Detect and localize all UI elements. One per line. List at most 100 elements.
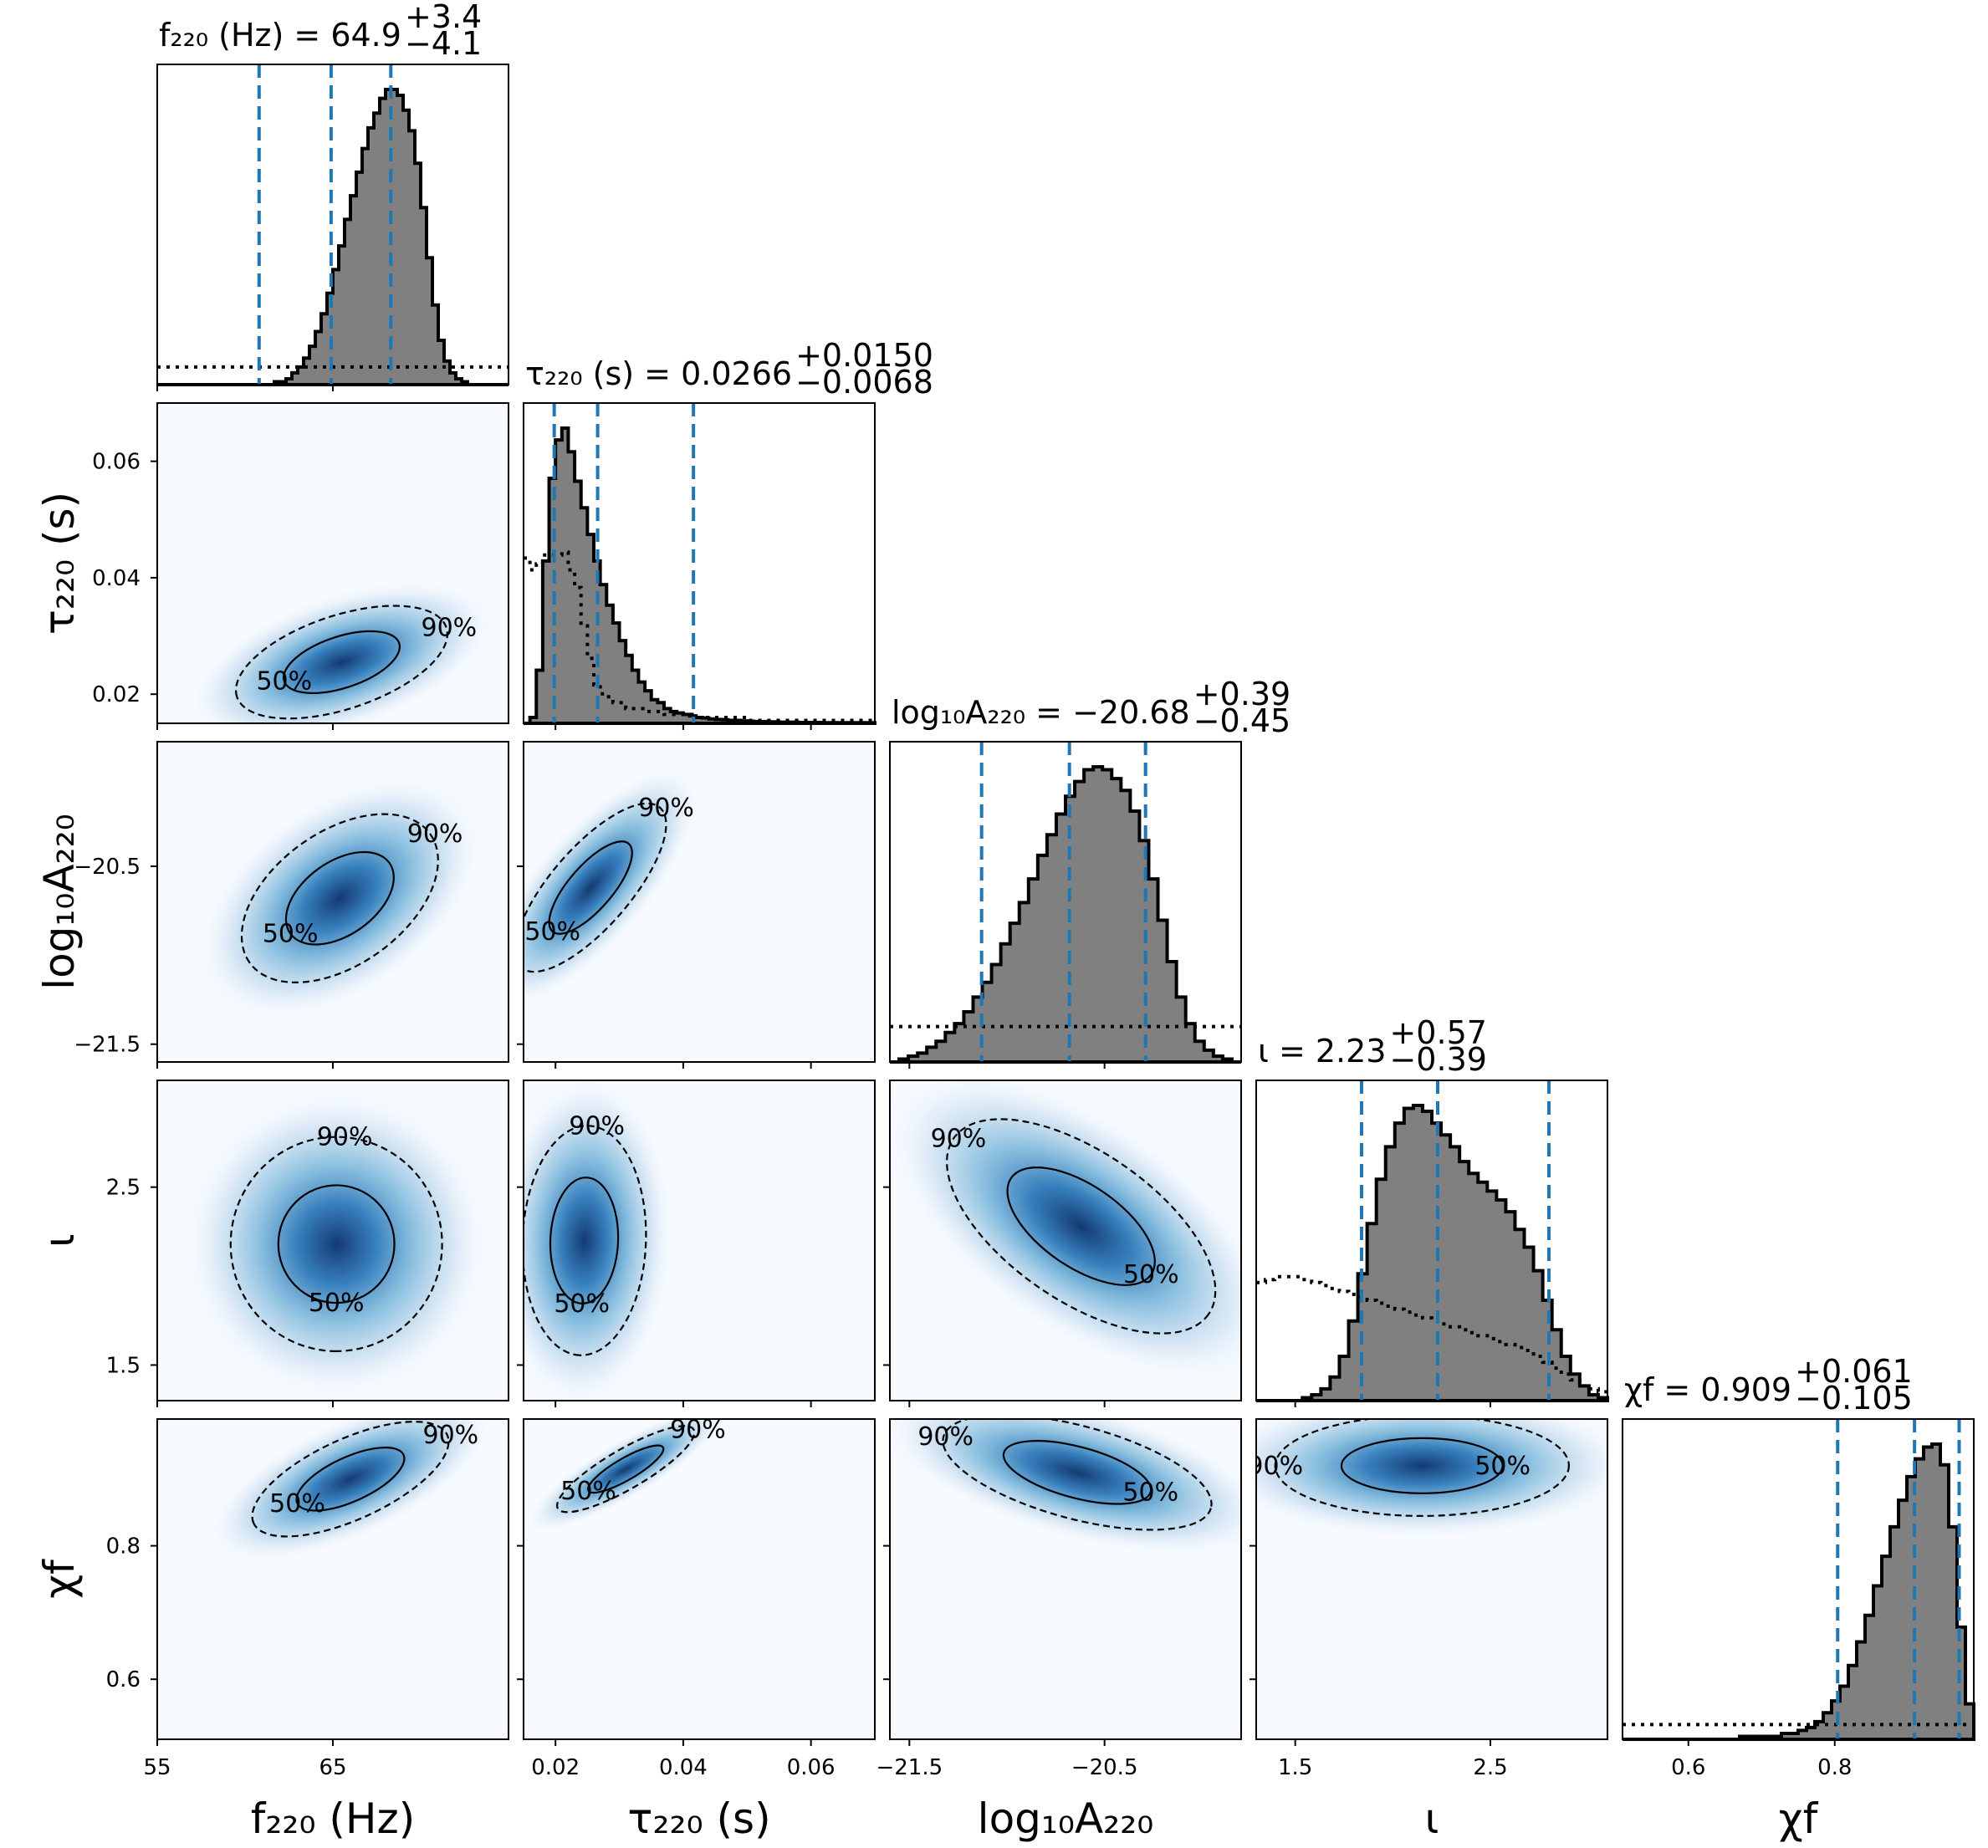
contours-1-0: 50% 90%	[234, 605, 477, 720]
panel-title-plus-4: +0.061	[1795, 1353, 1913, 1390]
x-axis-title-4: χf	[1779, 1794, 1819, 1843]
panel-frame-2-2	[889, 741, 1242, 1063]
contour-label-50: 50%	[554, 1289, 610, 1319]
panel-title-minus-3: −0.39	[1389, 1041, 1486, 1078]
x-tick-label-1-0: 0.02	[531, 1755, 580, 1780]
posterior-histogram-tau220-s-	[524, 426, 876, 725]
panel-frame-3-1	[523, 1080, 876, 1401]
density-layer	[157, 403, 1607, 1739]
density-4-2	[890, 1419, 1241, 1558]
posterior-histogram-chi-f	[1623, 1442, 1975, 1741]
density-panel-4-3	[1256, 1419, 1607, 1739]
panel-frame-3-3	[1255, 1080, 1608, 1401]
y-axis-title-2: log₁₀A₂₂₀	[35, 814, 84, 990]
density-panel-1-0	[157, 403, 508, 723]
contour-50	[1006, 1166, 1156, 1286]
x-tick-label-1-2: 0.06	[787, 1755, 836, 1780]
contours-4-0: 50% 90%	[251, 1421, 478, 1538]
contour-label-90: 90%	[421, 613, 477, 642]
y-tick-label-4-0: 0.6	[106, 1667, 141, 1692]
prior-line-tau220-s-	[524, 550, 875, 722]
contour-90	[555, 1425, 696, 1514]
contour-label-90: 90%	[569, 1111, 625, 1141]
x-axis-title-2: log₁₀A₂₂₀	[978, 1794, 1154, 1843]
y-axis-title-1: τ₂₂₀ (s)	[35, 492, 84, 635]
contours-4-3: 50% 90%	[1247, 1419, 1571, 1517]
contour-50	[587, 1444, 665, 1494]
contour-50	[295, 1447, 406, 1512]
contour-label-90: 90%	[317, 1123, 373, 1152]
contour-90	[1274, 1419, 1571, 1517]
contours-2-1: 50% 90%	[524, 794, 694, 973]
posterior-histogram-f220-hz-	[157, 88, 508, 386]
y-axis-title-4: χf	[35, 1559, 84, 1599]
y-tick-label-2-1: −20.5	[74, 855, 141, 880]
contour-label-50: 50%	[263, 920, 319, 949]
density-panel-3-0	[157, 1080, 508, 1401]
histogram-layer	[157, 64, 1975, 1741]
contour-label-90: 90%	[407, 819, 463, 849]
y-tick-label-1-0: 0.02	[92, 682, 141, 707]
contour-90	[229, 1136, 443, 1352]
panel-title-4: χf = 0.909	[1624, 1371, 1791, 1408]
contour-90	[524, 802, 667, 973]
x-tick-label-0-0: 55	[143, 1755, 171, 1780]
x-axis-title-3: ι	[1425, 1794, 1439, 1843]
panel-frame-4-3	[1255, 1418, 1608, 1740]
panel-title-minus-2: −0.45	[1193, 702, 1290, 739]
text-layer: 55 65 0.02 0.04 0.06 −21.5 −20.5 1.5 2.5 0.6 0.8 0.…	[35, 0, 1913, 1843]
density-3-2	[890, 1080, 1241, 1386]
y-tick-label-2-0: −21.5	[74, 1033, 141, 1058]
contours-3-2: 50% 90%	[931, 1118, 1217, 1335]
panel-frame-4-1	[523, 1418, 876, 1740]
x-tick-label-3-0: 1.5	[1278, 1755, 1312, 1780]
panel-title-plus-0: +3.4	[405, 0, 482, 35]
y-tick-label-4-1: 0.8	[106, 1534, 141, 1560]
contour-label-50: 50%	[1122, 1478, 1178, 1507]
density-panel-3-1	[524, 1080, 875, 1401]
y-tick-label-3-1: 2.5	[106, 1176, 141, 1201]
contour-label-90: 90%	[670, 1416, 726, 1445]
y-tick-label-1-1: 0.04	[92, 566, 141, 591]
density-panel-3-2	[890, 1080, 1241, 1401]
contour-50	[549, 1177, 620, 1304]
contours-2-0: 50% 90%	[240, 813, 463, 983]
posterior-histogram-log10-a220	[890, 765, 1241, 1064]
contour-label-50: 50%	[269, 1489, 325, 1519]
contour-50	[277, 1184, 396, 1304]
y-tick-label-3-0: 1.5	[106, 1353, 141, 1378]
contour-label-90: 90%	[422, 1421, 478, 1450]
contour-label-50: 50%	[524, 917, 580, 947]
contour-label-90: 90%	[931, 1124, 987, 1153]
density-4-3	[1256, 1419, 1607, 1541]
frame-layer	[151, 64, 1975, 1746]
contour-90	[942, 1419, 1213, 1531]
density-2-0	[193, 773, 487, 1024]
x-tick-label-1-1: 0.04	[659, 1755, 708, 1780]
panel-title-2: log₁₀A₂₂₀ = −20.68	[892, 694, 1190, 731]
contour-label-90: 90%	[638, 794, 694, 823]
contour-50	[1340, 1437, 1504, 1494]
density-panel-2-0	[157, 742, 508, 1062]
contour-50	[283, 630, 401, 694]
panel-title-0: f₂₂₀ (Hz) = 64.9	[159, 17, 401, 54]
contour-50	[1002, 1440, 1152, 1505]
contour-label-50: 50%	[560, 1477, 616, 1506]
panel-title-minus-0: −4.1	[405, 25, 482, 62]
contours-3-1: 50% 90%	[524, 1111, 647, 1356]
contour-50	[548, 840, 633, 935]
contours-4-1: 50% 90%	[555, 1416, 726, 1514]
contour-label-90: 90%	[917, 1422, 974, 1452]
panel-title-1: τ₂₂₀ (s) = 0.0266	[525, 355, 792, 392]
contour-label-50: 50%	[256, 667, 312, 697]
density-panel-4-1	[524, 1419, 875, 1739]
contour-label-90: 90%	[1247, 1452, 1303, 1481]
x-tick-label-2-1: −20.5	[1071, 1755, 1138, 1780]
x-tick-label-0-1: 65	[319, 1755, 346, 1780]
contour-label-50: 50%	[1123, 1260, 1179, 1289]
x-axis-title-0: f₂₂₀ (Hz)	[251, 1794, 415, 1843]
contour-label-50: 50%	[1474, 1452, 1531, 1481]
density-3-1	[524, 1080, 677, 1401]
contour-90	[234, 605, 449, 720]
